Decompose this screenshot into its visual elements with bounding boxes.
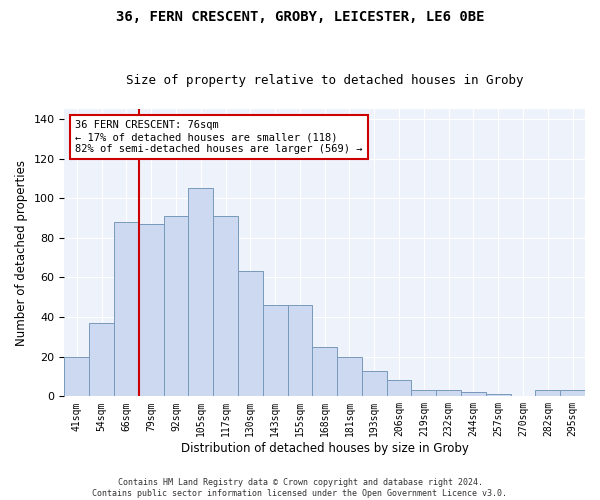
Bar — [213, 216, 238, 396]
Bar — [362, 370, 386, 396]
Bar — [412, 390, 436, 396]
Bar — [89, 323, 114, 396]
Y-axis label: Number of detached properties: Number of detached properties — [15, 160, 28, 346]
Text: Contains HM Land Registry data © Crown copyright and database right 2024.
Contai: Contains HM Land Registry data © Crown c… — [92, 478, 508, 498]
Bar — [188, 188, 213, 396]
Bar — [238, 272, 263, 396]
Bar — [486, 394, 511, 396]
Bar — [139, 224, 164, 396]
Bar — [114, 222, 139, 396]
Bar — [461, 392, 486, 396]
Bar — [164, 216, 188, 396]
Bar — [64, 356, 89, 397]
Bar — [436, 390, 461, 396]
Text: 36 FERN CRESCENT: 76sqm
← 17% of detached houses are smaller (118)
82% of semi-d: 36 FERN CRESCENT: 76sqm ← 17% of detache… — [75, 120, 362, 154]
Bar — [337, 356, 362, 397]
Bar — [560, 390, 585, 396]
Bar — [535, 390, 560, 396]
Bar — [263, 305, 287, 396]
Text: 36, FERN CRESCENT, GROBY, LEICESTER, LE6 0BE: 36, FERN CRESCENT, GROBY, LEICESTER, LE6… — [116, 10, 484, 24]
Title: Size of property relative to detached houses in Groby: Size of property relative to detached ho… — [126, 74, 523, 87]
X-axis label: Distribution of detached houses by size in Groby: Distribution of detached houses by size … — [181, 442, 469, 455]
Bar — [386, 380, 412, 396]
Bar — [313, 347, 337, 397]
Bar — [287, 305, 313, 396]
